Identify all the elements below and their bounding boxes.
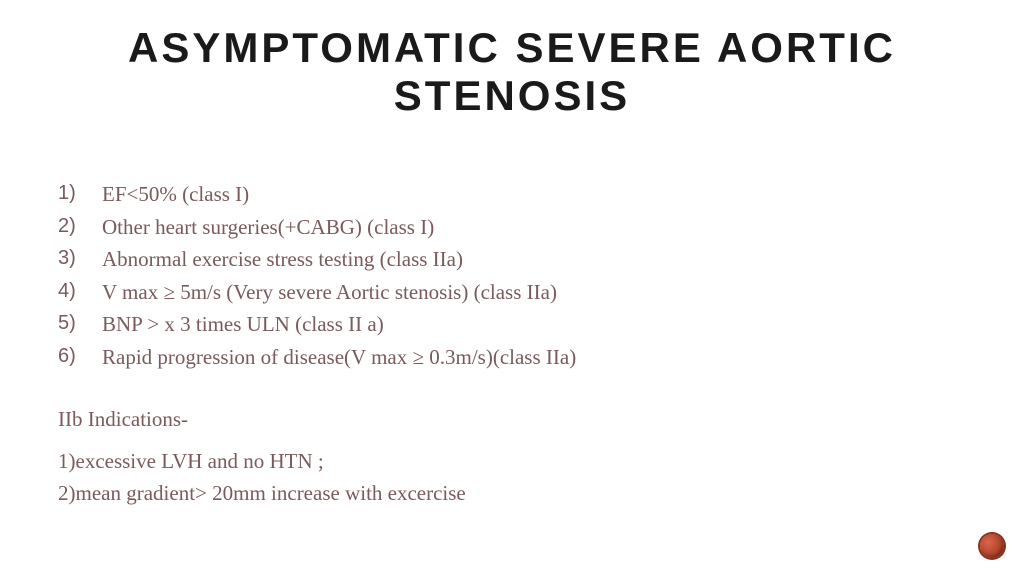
list-item: EF<50% (class I) — [58, 178, 984, 211]
slide-content: EF<50% (class I) Other heart surgeries(+… — [40, 178, 984, 509]
decorative-dot-icon — [980, 534, 1004, 558]
list-item: BNP > x 3 times ULN (class II a) — [58, 308, 984, 341]
sub-list-item: 2)mean gradient> 20mm increase with exce… — [58, 478, 984, 510]
list-item: V max ≥ 5m/s (Very severe Aortic stenosi… — [58, 276, 984, 309]
numbered-list: EF<50% (class I) Other heart surgeries(+… — [58, 178, 984, 373]
sub-list-item: 1)excessive LVH and no HTN ; — [58, 446, 984, 478]
subheading: IIb Indications- — [58, 407, 984, 432]
list-item: Abnormal exercise stress testing (class … — [58, 243, 984, 276]
slide-title: ASYMPTOMATIC SEVERE AORTIC STENOSIS — [40, 24, 984, 120]
slide: ASYMPTOMATIC SEVERE AORTIC STENOSIS EF<5… — [0, 0, 1024, 576]
list-item: Rapid progression of disease(V max ≥ 0.3… — [58, 341, 984, 374]
list-item: Other heart surgeries(+CABG) (class I) — [58, 211, 984, 244]
